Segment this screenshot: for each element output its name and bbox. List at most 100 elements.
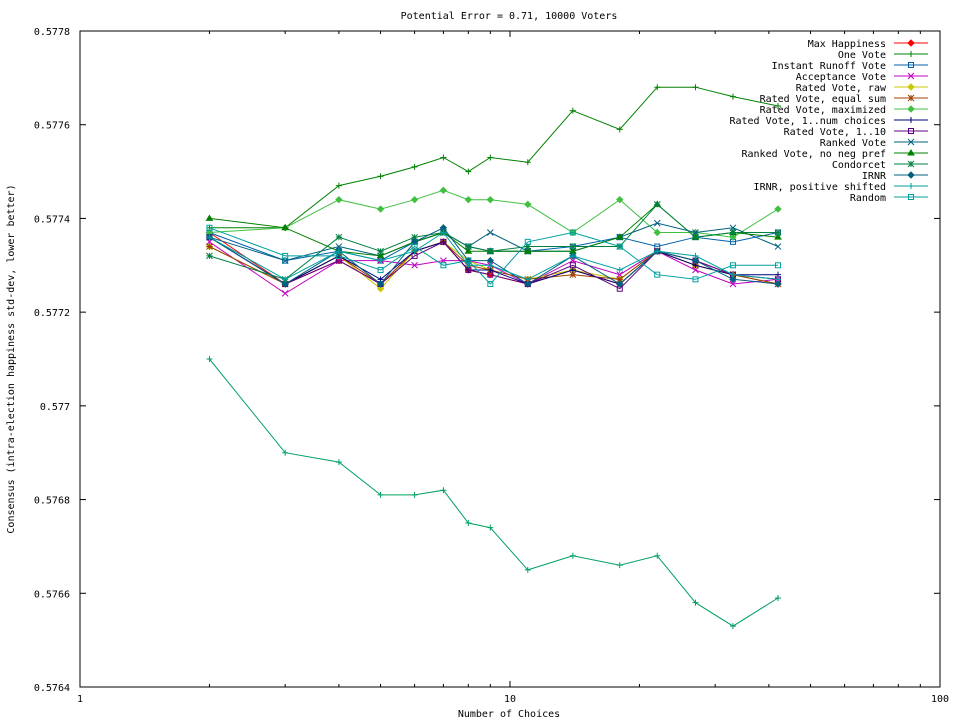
data-point: [524, 276, 531, 283]
data-point: [282, 449, 289, 456]
data-point: [335, 252, 342, 259]
data-point: [282, 252, 289, 259]
data-point: [410, 238, 419, 246]
legend-label: Acceptance Vote: [796, 72, 886, 83]
y-tick-label: 0.5764: [34, 683, 70, 694]
data-point: [376, 205, 385, 213]
legend-label: Rated Vote, raw: [796, 83, 887, 94]
data-point: [440, 262, 447, 269]
y-tick-label: 0.5766: [34, 589, 70, 600]
x-tick-label: 100: [931, 694, 949, 705]
legend-marker: [908, 51, 914, 57]
legend-label: Rated Vote, 1..10: [784, 127, 886, 138]
data-point: [524, 200, 532, 209]
legend-marker: [908, 117, 914, 123]
legend-marker: [908, 128, 914, 134]
data-point: [569, 243, 577, 250]
data-point: [569, 252, 576, 259]
data-point: [440, 154, 447, 161]
data-point: [729, 229, 737, 236]
y-tick-label: 0.577: [40, 402, 70, 413]
y-axis-label: Consensus (intra-election happiness std-…: [6, 184, 17, 533]
data-point: [692, 276, 699, 283]
data-point: [487, 524, 494, 531]
series-line: [209, 227, 778, 285]
data-point: [377, 173, 384, 180]
legend-label: One Vote: [838, 50, 886, 61]
data-point: [376, 280, 385, 288]
data-point: [654, 248, 661, 255]
data-point: [774, 102, 781, 109]
data-point: [729, 280, 737, 288]
data-point: [654, 552, 661, 559]
data-point: [487, 154, 494, 161]
data-point: [692, 252, 699, 259]
legend-marker: [908, 62, 914, 68]
legend-marker: [907, 138, 915, 146]
data-point: [774, 280, 782, 288]
data-point: [206, 243, 213, 250]
data-point: [774, 594, 781, 601]
data-point: [569, 552, 576, 559]
data-point: [524, 238, 531, 245]
data-point: [206, 224, 213, 231]
legend-marker: [907, 39, 915, 47]
data-point: [411, 233, 418, 241]
legend-marker: [907, 149, 915, 156]
data-point: [335, 182, 342, 189]
x-tick-label: 10: [504, 694, 516, 705]
legend-marker: [908, 183, 914, 189]
legend-marker: [907, 171, 915, 179]
x-axis-label: Number of Choices: [458, 709, 560, 720]
series-15: [206, 224, 781, 288]
data-point: [487, 271, 494, 278]
legend-label: Max Happiness: [808, 39, 886, 50]
data-point: [569, 107, 576, 114]
data-point: [464, 247, 473, 254]
data-point: [524, 159, 531, 166]
data-point: [653, 219, 661, 227]
data-point: [376, 285, 385, 293]
data-point: [692, 84, 699, 91]
data-point: [523, 247, 532, 254]
y-tick-label: 0.5778: [34, 27, 70, 38]
data-point: [729, 262, 736, 269]
data-point: [335, 233, 343, 241]
series-line: [209, 86, 779, 229]
data-point: [729, 271, 736, 278]
x-tick-label: 1: [77, 694, 83, 705]
data-point: [206, 234, 213, 241]
data-point: [411, 243, 418, 250]
legend-label: Rated Vote, 1..num choices: [729, 116, 886, 127]
data-point: [569, 262, 576, 269]
y-tick-label: 0.5774: [34, 214, 70, 225]
series-10: [206, 219, 782, 264]
data-point: [616, 266, 623, 273]
data-point: [616, 280, 624, 288]
data-point: [774, 205, 782, 213]
data-point: [465, 257, 472, 264]
data-point: [281, 223, 290, 231]
data-point: [569, 229, 576, 236]
legend-label: IRNR: [862, 171, 887, 182]
data-point: [377, 247, 384, 255]
data-point: [616, 126, 623, 133]
data-point: [464, 195, 473, 204]
data-point: [486, 195, 495, 204]
data-point: [729, 623, 736, 630]
data-point: [524, 243, 532, 250]
data-point: [377, 257, 384, 264]
data-point: [616, 195, 624, 204]
data-point: [206, 356, 213, 362]
series-line: [209, 222, 779, 262]
data-point: [653, 201, 661, 208]
legend-label: Rated Vote, maximized: [760, 105, 886, 116]
data-point: [464, 243, 472, 250]
legend-marker: [907, 105, 915, 113]
data-point: [335, 243, 343, 250]
data-point: [440, 238, 447, 245]
y-tick-label: 0.5768: [34, 496, 70, 507]
data-point: [411, 261, 418, 269]
legend-label: Ranked Vote: [820, 138, 886, 149]
